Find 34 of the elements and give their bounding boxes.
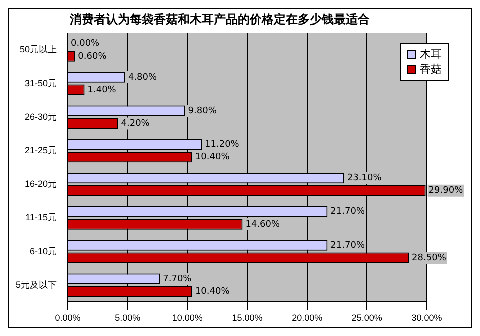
- x-tick-label: 30.00%: [412, 313, 442, 324]
- data-label: 10.40%: [195, 287, 230, 298]
- data-label: 28.50%: [412, 253, 447, 264]
- y-tick-label: 5元及以下: [16, 280, 58, 290]
- x-tick-label: 15.00%: [232, 313, 263, 324]
- legend-label: 木耳: [420, 47, 442, 62]
- x-tick-label: 0.00%: [55, 313, 81, 324]
- data-label: 10.40%: [195, 152, 230, 163]
- data-label: 4.20%: [121, 119, 150, 130]
- x-tick-label: 25.00%: [352, 313, 382, 324]
- data-label: 0.60%: [78, 52, 108, 62]
- data-label: 1.40%: [88, 85, 117, 96]
- x-tick-label: 20.00%: [292, 313, 323, 324]
- y-tick-label: 6-10元: [30, 246, 58, 256]
- y-tick-label: 50元以上: [20, 44, 58, 55]
- data-label: 14.60%: [246, 220, 280, 230]
- x-tick-label: 10.00%: [172, 313, 203, 324]
- y-tick-label: 21-25元: [24, 145, 58, 156]
- legend-label: 香菇: [420, 62, 442, 77]
- data-label: 21.70%: [330, 240, 366, 251]
- y-tick-label: 31-50元: [24, 78, 58, 88]
- data-label: 21.70%: [330, 207, 366, 218]
- y-tick-label: 11-15元: [26, 212, 58, 223]
- data-label: 23.10%: [347, 174, 382, 184]
- x-tick-label: 5.00%: [115, 313, 141, 324]
- chart-title: 消费者认为每袋香菇和木耳产品的价格定在多少钱最适合: [69, 12, 371, 26]
- data-label: 11.20%: [205, 140, 240, 150]
- data-label: 4.80%: [128, 72, 158, 83]
- data-label: 7.70%: [163, 274, 192, 284]
- y-tick-label: 16-20元: [24, 179, 58, 190]
- y-tick-label: 26-30元: [24, 112, 58, 122]
- data-label: 29.90%: [428, 186, 464, 196]
- data-label: 0.00%: [71, 39, 100, 50]
- data-label: 9.80%: [188, 106, 218, 116]
